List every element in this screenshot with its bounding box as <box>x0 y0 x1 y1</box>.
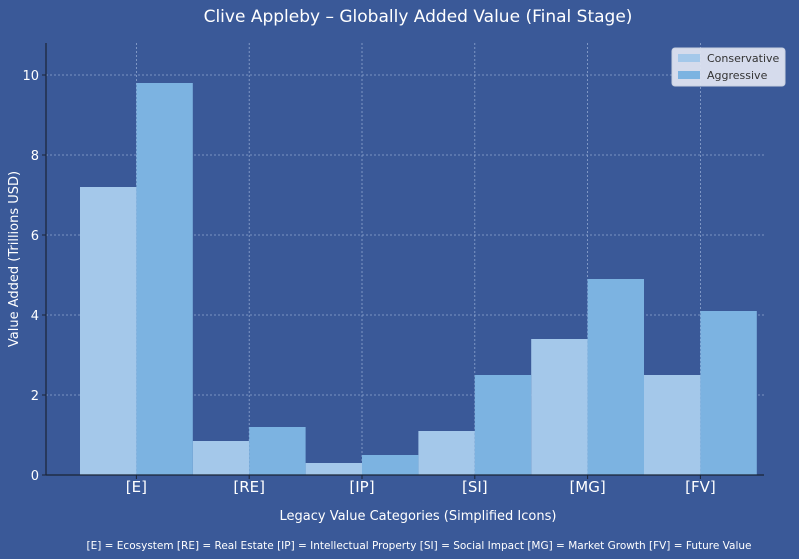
axes-layer <box>45 43 764 476</box>
bar-aggressive-fv <box>700 311 757 475</box>
legend-swatch-conservative <box>678 54 700 62</box>
bar-aggressive-e <box>136 83 193 475</box>
bar-conservative-si <box>418 431 475 475</box>
legend-label-aggressive: Aggressive <box>707 69 768 82</box>
y-tick-label: 4 <box>31 309 39 324</box>
x-tick-label: [RE] <box>233 478 265 496</box>
bar-conservative-mg <box>531 339 588 475</box>
x-tick-label: [MG] <box>569 478 605 496</box>
y-tick-label: 6 <box>31 229 39 244</box>
x-tick-label: [FV] <box>685 478 716 496</box>
bar-conservative-re <box>192 441 250 475</box>
y-tick-label: 2 <box>31 389 39 404</box>
bar-aggressive-ip <box>362 455 419 475</box>
category-footnote: [E] = Ecosystem [RE] = Real Estate [IP] … <box>87 540 752 552</box>
y-tick-label: 10 <box>22 69 39 84</box>
ticks-layer: 0 2 4 6 8 10 [E] [RE] [IP] [SI] [MG] [FV] <box>22 69 715 496</box>
chart-title: Clive Appleby – Globally Added Value (Fi… <box>204 7 633 27</box>
x-axis-label: Legacy Value Categories (Simplified Icon… <box>280 509 557 524</box>
bar-aggressive-re <box>249 427 306 475</box>
y-tick-label: 8 <box>31 149 39 164</box>
legend: Conservative Aggressive <box>671 47 786 87</box>
legend-swatch-aggressive <box>678 71 700 79</box>
y-tick-label: 0 <box>31 469 39 484</box>
x-tick-label: [E] <box>126 478 147 496</box>
y-axis-label: Value Added (Trillions USD) <box>7 171 22 347</box>
x-tick-label: [SI] <box>462 478 488 496</box>
bar-aggressive-mg <box>587 279 644 475</box>
bar-conservative-fv <box>644 375 701 475</box>
bar-conservative-ip <box>305 463 362 475</box>
legend-box <box>671 47 786 87</box>
bar-aggressive-si <box>474 375 532 475</box>
bars-layer <box>80 83 757 475</box>
x-tick-label: [IP] <box>349 478 374 496</box>
legend-label-conservative: Conservative <box>707 52 780 65</box>
bar-conservative-e <box>80 187 137 475</box>
